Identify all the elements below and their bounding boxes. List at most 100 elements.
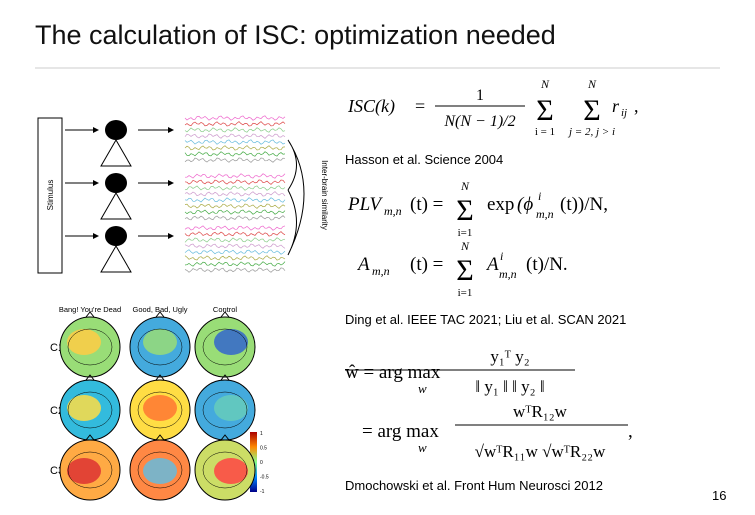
stimulus-label: Stimulus bbox=[46, 180, 55, 211]
equation-part: w bbox=[418, 440, 427, 455]
equation-part: N bbox=[587, 77, 597, 91]
equation-part: N(N − 1)/2 bbox=[443, 113, 515, 130]
eeg-trace bbox=[185, 173, 286, 179]
slide-title: The calculation of ISC: optimization nee… bbox=[35, 20, 556, 50]
page-number: 16 bbox=[712, 488, 726, 503]
equation-part: N bbox=[460, 239, 470, 253]
equation-part: m,n bbox=[372, 264, 390, 278]
contour bbox=[67, 451, 113, 489]
equation-part: , bbox=[628, 421, 633, 442]
topomap-region bbox=[67, 395, 101, 421]
eeg-trace bbox=[184, 145, 286, 151]
equation-part: m,n bbox=[384, 204, 402, 218]
colorbar-label: 0 bbox=[260, 460, 263, 466]
topomap-region bbox=[143, 329, 177, 355]
topomap-region bbox=[214, 395, 248, 421]
contour bbox=[67, 328, 113, 366]
head bbox=[105, 226, 127, 246]
nose bbox=[85, 311, 95, 318]
equation-part: N bbox=[460, 179, 470, 193]
equation-part: w bbox=[418, 381, 427, 396]
eeg-trace bbox=[184, 121, 286, 127]
eeg-trace bbox=[184, 157, 286, 163]
contour bbox=[202, 391, 248, 429]
brace bbox=[287, 139, 305, 256]
contour bbox=[202, 451, 248, 489]
eeg-trace bbox=[184, 203, 286, 209]
body bbox=[100, 244, 132, 273]
equation-part: = bbox=[415, 96, 425, 116]
equation-part: wᵀR₁₂w bbox=[513, 402, 568, 421]
equation-part: (t) = bbox=[410, 254, 443, 275]
equation-part: (t) = bbox=[410, 194, 443, 215]
contour bbox=[137, 391, 183, 429]
arrow-head bbox=[168, 233, 174, 239]
topomap-region bbox=[67, 458, 101, 484]
equation-part: j = 2, j > i bbox=[567, 126, 615, 138]
equation-part: ‖ y₁ ‖ ‖ y₂ ‖ bbox=[475, 377, 544, 396]
citation: Dmochowski et al. Front Hum Neurosci 201… bbox=[345, 478, 603, 493]
eeg-trace bbox=[184, 179, 286, 185]
equation-part: m,n bbox=[499, 267, 517, 281]
equation-part: Σ bbox=[456, 254, 473, 287]
eeg-trace bbox=[184, 243, 286, 249]
eeg-trace bbox=[184, 261, 286, 267]
colorbar-label: 1 bbox=[260, 431, 263, 437]
contour bbox=[137, 451, 183, 489]
body bbox=[100, 191, 132, 220]
head bbox=[105, 173, 127, 193]
equation-part: (ϕ bbox=[517, 194, 533, 215]
equation-part: N bbox=[540, 77, 550, 91]
arrow-head bbox=[168, 180, 174, 186]
body bbox=[100, 138, 132, 167]
eeg-trace bbox=[184, 237, 286, 243]
equation-part: i bbox=[538, 189, 541, 203]
column-label: Good, Bad, Ugly bbox=[132, 305, 187, 314]
contour bbox=[202, 328, 248, 366]
eeg-trace bbox=[184, 249, 286, 255]
colorbar-label: -1 bbox=[260, 489, 265, 495]
equation-part: (t))/N, bbox=[560, 194, 608, 215]
equation-part: i bbox=[500, 249, 503, 263]
equation-part: y₁ᵀ y₂ bbox=[490, 347, 529, 366]
nose bbox=[85, 434, 95, 441]
column-label: Control bbox=[213, 305, 238, 314]
eeg-trace bbox=[184, 267, 286, 273]
topomap-region bbox=[67, 329, 101, 355]
head bbox=[105, 120, 127, 140]
equation-part: i=1 bbox=[458, 287, 473, 299]
nose bbox=[155, 434, 165, 441]
equation-part: ŵ = arg max bbox=[345, 362, 441, 383]
equation-part: , bbox=[634, 96, 639, 116]
eeg-trace bbox=[184, 197, 286, 203]
arrow-head bbox=[93, 233, 99, 239]
equation-part: (t)/N. bbox=[526, 254, 568, 275]
topomap-region bbox=[143, 395, 177, 421]
colorbar-label: -0.5 bbox=[260, 475, 269, 481]
topomap-region bbox=[214, 458, 248, 484]
eeg-trace bbox=[184, 133, 286, 139]
nose bbox=[220, 434, 230, 441]
equation-part: i = 1 bbox=[535, 126, 555, 138]
eeg-trace bbox=[184, 231, 286, 237]
equation-part: exp bbox=[487, 194, 514, 215]
eeg-trace bbox=[184, 115, 286, 121]
equation-part: 1 bbox=[476, 87, 484, 104]
equation-part: i=1 bbox=[458, 227, 473, 239]
equation-part: A bbox=[356, 254, 370, 275]
eeg-trace bbox=[184, 255, 286, 261]
nose bbox=[155, 311, 165, 318]
colorbar-label: 0.5 bbox=[260, 446, 267, 452]
topomap-region bbox=[143, 458, 177, 484]
topomap-region bbox=[214, 329, 248, 355]
citation: Hasson et al. Science 2004 bbox=[345, 152, 503, 167]
equation-part: Σ bbox=[536, 94, 553, 127]
eeg-trace bbox=[184, 139, 286, 145]
equation-part: Σ bbox=[456, 194, 473, 227]
arrow-head bbox=[168, 127, 174, 133]
arrow-head bbox=[93, 180, 99, 186]
contour bbox=[137, 328, 183, 366]
stimulus-box bbox=[37, 117, 63, 274]
nose bbox=[220, 311, 230, 318]
